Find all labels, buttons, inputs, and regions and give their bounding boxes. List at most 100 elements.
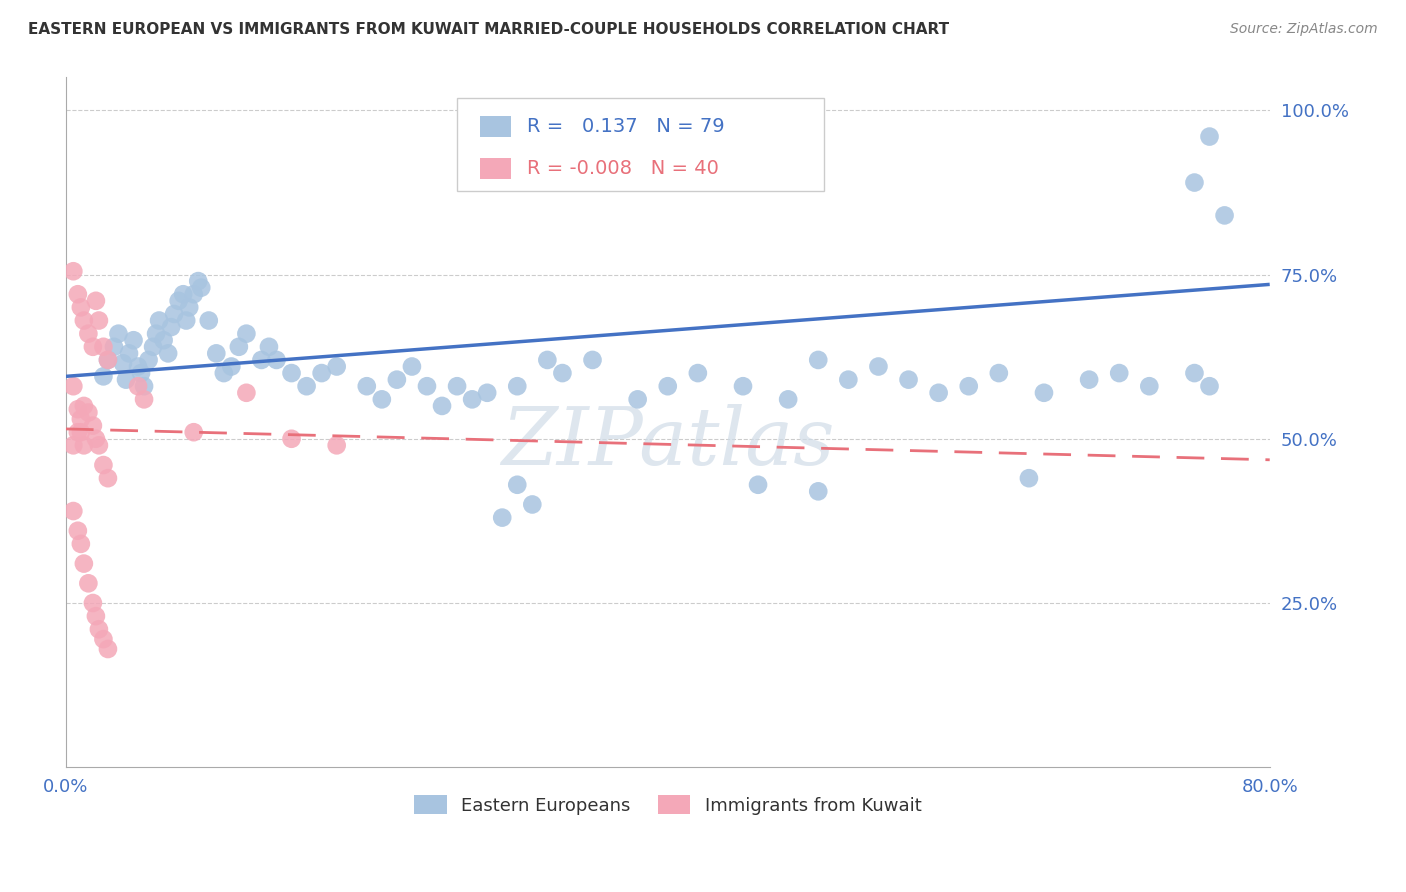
Point — [107, 326, 129, 341]
Point — [957, 379, 980, 393]
Text: R =   0.137   N = 79: R = 0.137 N = 79 — [527, 117, 724, 136]
Text: Source: ZipAtlas.com: Source: ZipAtlas.com — [1230, 22, 1378, 37]
Point — [97, 353, 120, 368]
Point — [66, 287, 89, 301]
Point — [172, 287, 194, 301]
Point — [103, 340, 125, 354]
Point — [62, 504, 84, 518]
Point — [1184, 366, 1206, 380]
Point — [82, 340, 104, 354]
Point — [928, 385, 950, 400]
Point — [280, 366, 302, 380]
Point — [138, 353, 160, 368]
Point — [778, 392, 800, 407]
Point — [122, 333, 145, 347]
Point — [187, 274, 209, 288]
Point — [87, 622, 110, 636]
Point — [145, 326, 167, 341]
Point — [1078, 373, 1101, 387]
Point — [179, 301, 201, 315]
Point — [868, 359, 890, 374]
Point — [266, 353, 288, 368]
Point — [1213, 208, 1236, 222]
FancyBboxPatch shape — [457, 98, 824, 191]
Point — [747, 477, 769, 491]
Point — [506, 477, 529, 491]
Point — [97, 642, 120, 657]
Point — [77, 576, 100, 591]
Point — [70, 412, 93, 426]
Point — [66, 524, 89, 538]
Point — [385, 373, 408, 387]
Point — [522, 498, 544, 512]
Point — [97, 353, 120, 368]
Text: R = -0.008   N = 40: R = -0.008 N = 40 — [527, 159, 718, 178]
Point — [66, 425, 89, 440]
Point — [183, 287, 205, 301]
Point — [183, 425, 205, 440]
Point — [356, 379, 378, 393]
Point — [987, 366, 1010, 380]
Point — [97, 471, 120, 485]
Point — [152, 333, 174, 347]
Point — [118, 346, 141, 360]
Point — [250, 353, 273, 368]
Point — [325, 359, 347, 374]
Point — [807, 353, 830, 368]
Point — [93, 369, 115, 384]
Point — [1018, 471, 1040, 485]
Point — [506, 379, 529, 393]
Point — [132, 379, 155, 393]
Point — [82, 596, 104, 610]
Point — [551, 366, 574, 380]
Point — [127, 379, 149, 393]
Point — [257, 340, 280, 354]
Point — [73, 313, 96, 327]
Point — [70, 425, 93, 440]
Point — [84, 609, 107, 624]
Point — [1184, 176, 1206, 190]
Point — [142, 340, 165, 354]
Point — [66, 402, 89, 417]
Point — [295, 379, 318, 393]
Point — [430, 399, 453, 413]
Point — [157, 346, 180, 360]
Point — [536, 353, 558, 368]
Point — [212, 366, 235, 380]
Point — [70, 537, 93, 551]
Point — [82, 418, 104, 433]
Point — [1198, 129, 1220, 144]
Point — [1033, 385, 1056, 400]
Point — [127, 359, 149, 374]
Point — [84, 432, 107, 446]
Point — [160, 320, 183, 334]
Point — [461, 392, 484, 407]
Point — [1198, 379, 1220, 393]
Point — [77, 326, 100, 341]
Point — [897, 373, 920, 387]
Point — [837, 373, 859, 387]
Point — [325, 438, 347, 452]
Point — [446, 379, 468, 393]
Point — [416, 379, 439, 393]
Point — [132, 392, 155, 407]
Point — [1137, 379, 1160, 393]
Point — [111, 356, 134, 370]
Point — [93, 632, 115, 647]
Point — [731, 379, 754, 393]
Point — [311, 366, 333, 380]
Point — [77, 405, 100, 419]
Point — [62, 264, 84, 278]
Point — [228, 340, 250, 354]
Point — [807, 484, 830, 499]
Point — [70, 301, 93, 315]
Legend: Eastern Europeans, Immigrants from Kuwait: Eastern Europeans, Immigrants from Kuwai… — [405, 787, 931, 824]
Point — [197, 313, 219, 327]
Point — [205, 346, 228, 360]
Text: EASTERN EUROPEAN VS IMMIGRANTS FROM KUWAIT MARRIED-COUPLE HOUSEHOLDS CORRELATION: EASTERN EUROPEAN VS IMMIGRANTS FROM KUWA… — [28, 22, 949, 37]
Point — [87, 438, 110, 452]
Point — [190, 281, 212, 295]
Point — [627, 392, 650, 407]
Point — [148, 313, 170, 327]
Point — [73, 399, 96, 413]
